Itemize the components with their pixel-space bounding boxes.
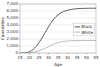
legend-swatch bbox=[75, 32, 80, 33]
y-tick-label: 3,000 bbox=[7, 29, 19, 34]
y-tick bbox=[19, 25, 21, 26]
x-tick-label: 20 bbox=[27, 55, 33, 60]
y-tick-label: 2,000 bbox=[7, 36, 19, 41]
y-tick-label: 4,000 bbox=[7, 22, 19, 27]
chart: 01,0002,0003,0004,0005,0006,0007,0001520… bbox=[0, 0, 100, 67]
y-tick bbox=[19, 53, 21, 54]
y-tick-label: 6,000 bbox=[7, 8, 19, 13]
x-axis-label: Age bbox=[54, 62, 62, 67]
line bbox=[20, 40, 96, 53]
y-axis-label: Cumulative bbox=[0, 17, 5, 40]
y-tick-label: 7,000 bbox=[7, 1, 19, 6]
grid-line bbox=[20, 46, 96, 47]
y-tick bbox=[19, 32, 21, 33]
grid-line bbox=[20, 39, 96, 40]
x-tick-label: 40 bbox=[65, 55, 71, 60]
y-tick bbox=[19, 39, 21, 40]
y-tick bbox=[19, 46, 21, 47]
series-group bbox=[20, 8, 96, 53]
legend-box bbox=[74, 23, 95, 36]
y-tick bbox=[19, 11, 21, 12]
grid-line bbox=[20, 18, 96, 19]
plot-area bbox=[20, 4, 96, 53]
y-tick-label: 1,000 bbox=[7, 43, 19, 48]
x-tick-label: 30 bbox=[46, 55, 52, 60]
x-tick-label: 15 bbox=[17, 55, 23, 60]
x-tick-label: 35 bbox=[55, 55, 61, 60]
y-tick bbox=[19, 18, 21, 19]
x-tick-label: 25 bbox=[36, 55, 42, 60]
grid-line bbox=[20, 11, 96, 12]
x-tick-label: 50 bbox=[84, 55, 90, 60]
y-tick bbox=[19, 4, 21, 5]
x-tick-label: 45 bbox=[74, 55, 80, 60]
plot-frame bbox=[20, 4, 96, 53]
legend-swatch bbox=[75, 26, 80, 27]
line bbox=[20, 8, 96, 53]
x-tick-label: 55 bbox=[93, 55, 99, 60]
legend-label: White bbox=[81, 30, 93, 35]
y-tick-label: 5,000 bbox=[7, 15, 19, 20]
legend: BlackWhite bbox=[74, 23, 95, 36]
